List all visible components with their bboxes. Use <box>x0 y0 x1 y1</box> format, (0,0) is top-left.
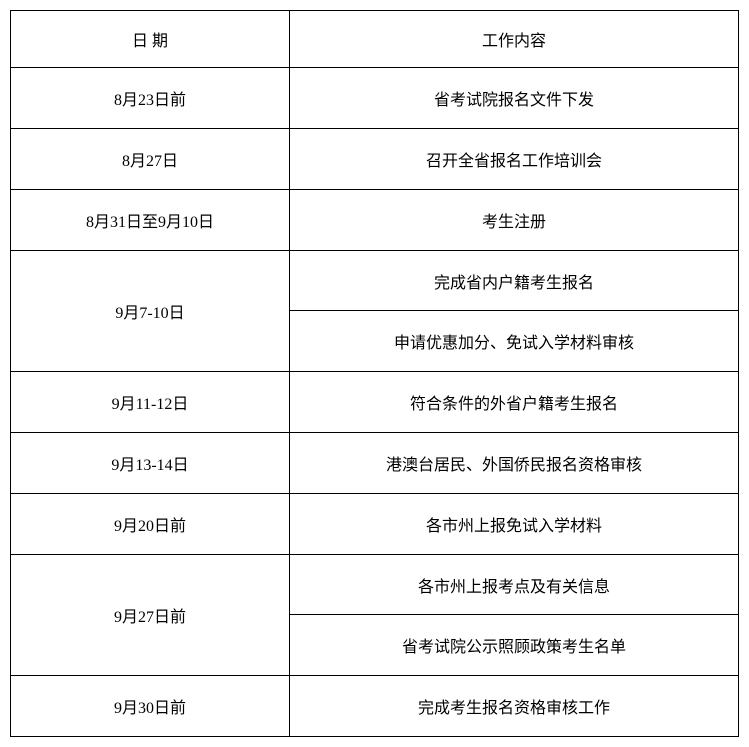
table-row: 8月31日至9月10日 考生注册 <box>11 190 738 251</box>
date-cell: 9月13-14日 <box>11 433 290 493</box>
date-cell: 9月7-10日 <box>11 251 290 371</box>
content-cell-wrap: 省考试院报名文件下发 <box>290 68 738 128</box>
table-header-row: 日 期 工作内容 <box>11 11 738 68</box>
content-cell: 召开全省报名工作培训会 <box>290 129 738 189</box>
date-cell: 8月31日至9月10日 <box>11 190 290 250</box>
content-cell-wrap: 符合条件的外省户籍考生报名 <box>290 372 738 432</box>
content-cell: 各市州上报免试入学材料 <box>290 494 738 554</box>
table-row: 8月27日 召开全省报名工作培训会 <box>11 129 738 190</box>
table-row: 9月13-14日 港澳台居民、外国侨民报名资格审核 <box>11 433 738 494</box>
content-cell: 省考试院报名文件下发 <box>290 68 738 128</box>
content-cell: 符合条件的外省户籍考生报名 <box>290 372 738 432</box>
date-cell: 9月20日前 <box>11 494 290 554</box>
content-cell-wrap: 完成考生报名资格审核工作 <box>290 676 738 736</box>
content-cell-wrap: 港澳台居民、外国侨民报名资格审核 <box>290 433 738 493</box>
content-cell-wrap: 完成省内户籍考生报名 申请优惠加分、免试入学材料审核 <box>290 251 738 371</box>
date-cell: 9月27日前 <box>11 555 290 675</box>
content-cell: 省考试院公示照顾政策考生名单 <box>290 615 738 675</box>
table-row: 9月7-10日 完成省内户籍考生报名 申请优惠加分、免试入学材料审核 <box>11 251 738 372</box>
content-cell: 申请优惠加分、免试入学材料审核 <box>290 311 738 371</box>
date-cell: 9月11-12日 <box>11 372 290 432</box>
content-cell-wrap: 召开全省报名工作培训会 <box>290 129 738 189</box>
content-cell-wrap: 各市州上报考点及有关信息 省考试院公示照顾政策考生名单 <box>290 555 738 675</box>
header-content-cell-wrap: 工作内容 <box>290 11 738 67</box>
content-cell: 完成省内户籍考生报名 <box>290 251 738 311</box>
content-cell-wrap: 各市州上报免试入学材料 <box>290 494 738 554</box>
table-row: 9月20日前 各市州上报免试入学材料 <box>11 494 738 555</box>
content-cell: 完成考生报名资格审核工作 <box>290 676 738 736</box>
date-cell: 9月30日前 <box>11 676 290 736</box>
table-row: 8月23日前 省考试院报名文件下发 <box>11 68 738 129</box>
content-cell: 港澳台居民、外国侨民报名资格审核 <box>290 433 738 493</box>
table-row: 9月27日前 各市州上报考点及有关信息 省考试院公示照顾政策考生名单 <box>11 555 738 676</box>
header-content-cell: 工作内容 <box>290 11 738 67</box>
content-cell: 考生注册 <box>290 190 738 250</box>
table-row: 9月30日前 完成考生报名资格审核工作 <box>11 676 738 736</box>
date-cell: 8月23日前 <box>11 68 290 128</box>
header-date-cell: 日 期 <box>11 11 290 67</box>
schedule-table: 日 期 工作内容 8月23日前 省考试院报名文件下发 8月27日 召开全省报名工… <box>10 10 739 737</box>
content-cell: 各市州上报考点及有关信息 <box>290 555 738 615</box>
date-cell: 8月27日 <box>11 129 290 189</box>
content-cell-wrap: 考生注册 <box>290 190 738 250</box>
table-row: 9月11-12日 符合条件的外省户籍考生报名 <box>11 372 738 433</box>
